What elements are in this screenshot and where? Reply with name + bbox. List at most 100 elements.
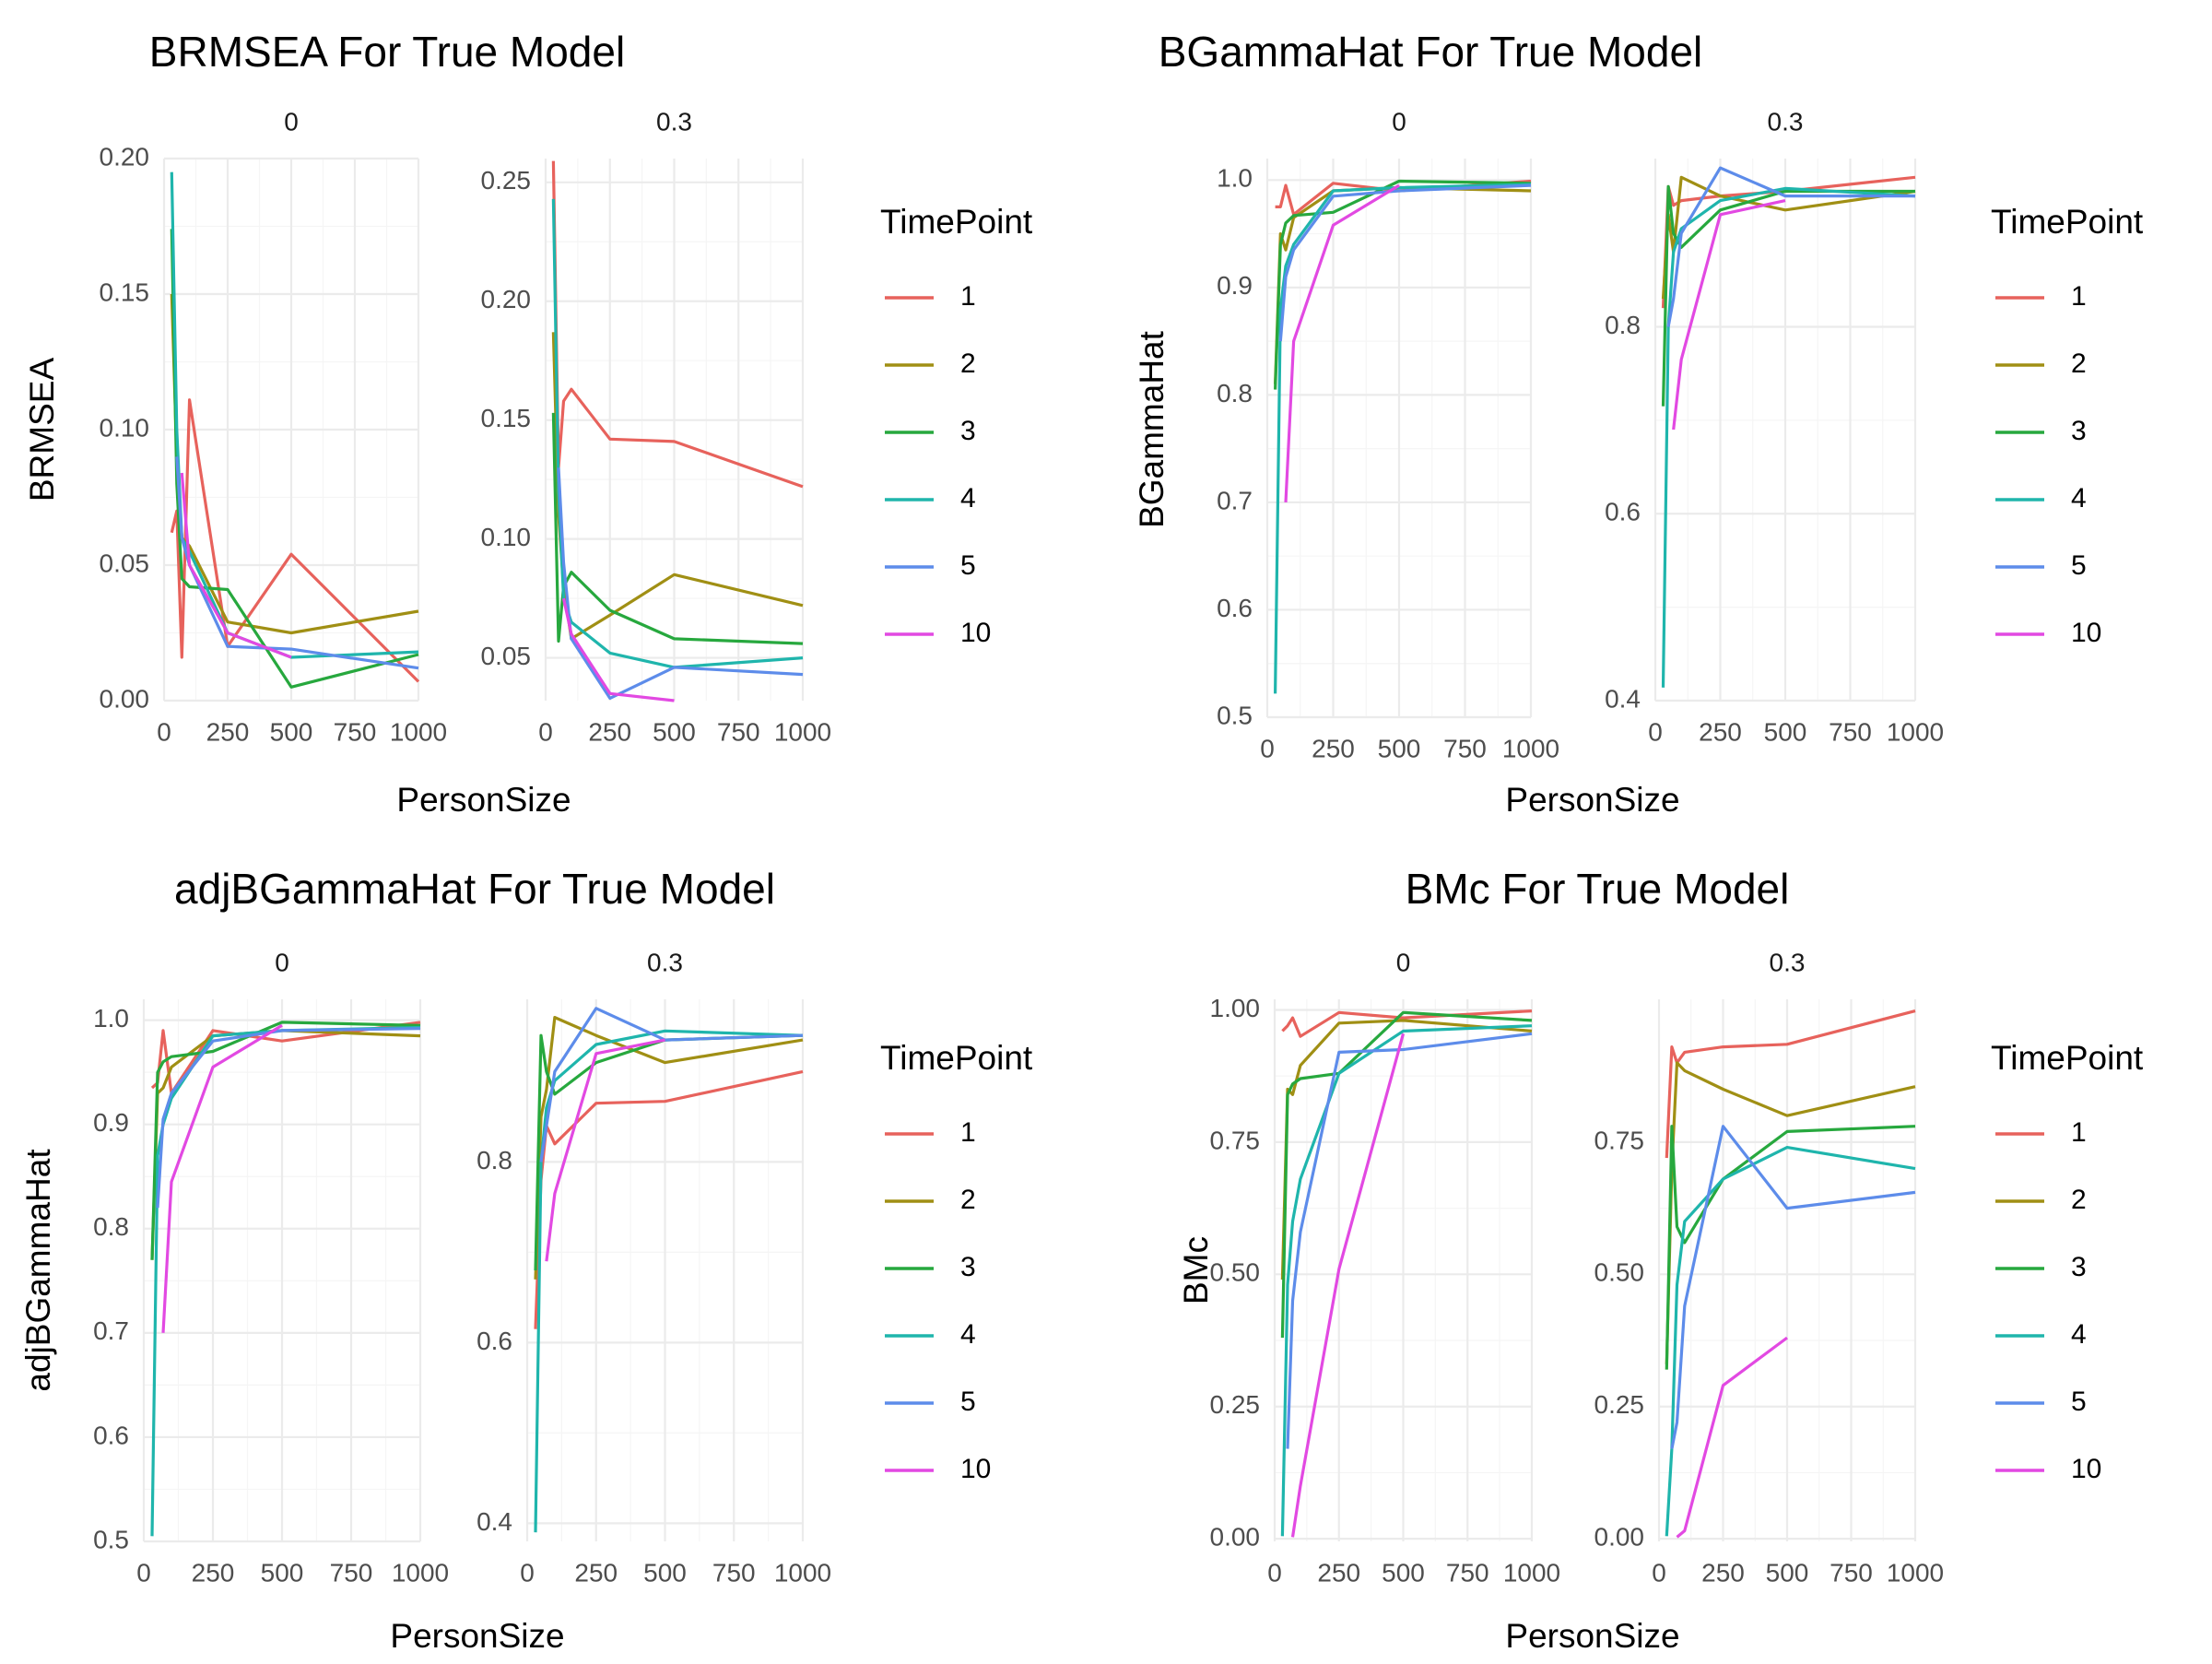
y-axis-label: adjBGammaHat [19,1149,57,1392]
x-tick-label: 1000 [392,1558,449,1587]
x-tick-label: 500 [1382,1558,1425,1587]
series-line-5 [1278,183,1532,342]
x-tick-label: 1000 [1502,734,1559,762]
series-line-2 [1280,1019,1533,1280]
y-tick-label: 0.10 [481,523,532,551]
facet-panel: 0.3 0.05 0.10 0.15 0.20 0.25 0 250 500 750 1000 [481,107,832,746]
legend-label: 4 [2071,483,2087,513]
x-tick-label: 750 [330,1558,373,1587]
x-tick-label: 750 [1829,717,1872,746]
x-tick-label: 0 [1267,1558,1282,1587]
x-tick-label: 1000 [1503,1558,1560,1587]
series-line-3 [1661,184,1915,407]
y-tick-label: 0.8 [93,1212,129,1241]
y-tick-label: 0.75 [1594,1126,1645,1154]
legend-label: 2 [2071,348,2087,379]
x-tick-label: 0 [1652,1558,1666,1587]
series-line-1 [1281,1009,1533,1038]
facet-strip-label: 0.3 [1770,948,1806,976]
x-axis-label: PersonSize [1505,1617,1679,1655]
y-tick-label: 0.9 [1217,271,1253,300]
legend-title: TimePoint [880,1039,1033,1077]
x-tick-label: 500 [653,717,696,746]
x-tick-label: 750 [712,1558,756,1587]
series-line-4 [150,1025,421,1537]
x-axis-label: PersonSize [396,781,571,819]
series-line-3 [1665,1125,1916,1370]
legend-label: 10 [960,1454,991,1484]
x-tick-label: 500 [261,1558,304,1587]
y-tick-label: 0.8 [1605,311,1641,339]
y-tick-label: 0.6 [477,1327,512,1355]
legend-label: 5 [960,550,976,581]
series-line-4 [1274,183,1532,694]
y-axis-label: BMc [1177,1236,1215,1304]
series-line-10 [161,1023,283,1333]
y-tick-label: 0.6 [93,1421,129,1449]
y-tick-label: 0.00 [100,684,150,713]
y-tick-label: 0.15 [481,404,532,432]
y-axis-label: BRMSEA [23,358,61,502]
chart-title: BRMSEA For True Model [149,28,625,76]
series-line-5 [1666,166,1915,327]
series-line-2 [534,1015,804,1280]
x-tick-label: 500 [1378,734,1421,762]
series-line-4 [1661,186,1916,688]
y-tick-label: 0.4 [477,1507,512,1536]
y-tick-label: 0.5 [1217,701,1253,729]
series-line-5 [539,1007,804,1162]
y-tick-label: 0.00 [1210,1523,1261,1552]
series-line-4 [534,1029,804,1533]
legend-label: 10 [960,618,991,648]
legend: TimePoint 1 2 3 4 5 10 [880,1039,1033,1484]
y-tick-label: 0.05 [481,642,532,670]
y-tick-label: 0.05 [100,549,150,577]
y-tick-label: 0.20 [100,142,150,171]
series-line-5 [156,1027,421,1209]
chart-panel: BRMSEA For True Model BRMSEA PersonSize 0 0.… [23,28,1033,819]
x-tick-label: 1000 [1887,717,1944,746]
x-tick-label: 500 [643,1558,687,1587]
series-line-4 [1280,1024,1533,1537]
series-line-5 [557,467,804,701]
facet-strip-label: 0.3 [656,107,692,136]
x-tick-label: 250 [206,717,250,746]
x-tick-label: 250 [1312,734,1355,762]
x-tick-label: 500 [270,717,313,746]
facet-strip-label: 0 [1392,107,1406,136]
legend-label: 1 [2071,1117,2087,1148]
legend-label: 1 [960,1117,976,1148]
facet-strip-label: 0.3 [1768,107,1804,136]
series-line-3 [534,1033,804,1271]
y-tick-label: 1.0 [93,1004,129,1033]
x-tick-label: 250 [1699,717,1742,746]
chart-panel: BMc For True ModelBMcPersonSize00.000.25… [1177,865,2144,1655]
chart-title: BMc For True Model [1406,865,1790,913]
x-tick-label: 1000 [390,717,447,746]
legend-label: 1 [2071,281,2087,312]
legend-label: 3 [960,1252,976,1282]
facet-strip-label: 0 [284,107,299,136]
series-line-5 [1670,1125,1916,1449]
x-tick-label: 0 [520,1558,535,1587]
y-tick-label: 0.50 [1594,1258,1645,1287]
x-tick-label: 500 [1766,1558,1809,1587]
facet-strip-label: 0.3 [647,948,683,976]
chart-title: adjBGammaHat For True Model [174,865,775,913]
facet-panel: 00.000.050.100.150.200 250 500 750 1000 [100,107,448,746]
chart-panel: BGammaHat For True Model BGammaHat PersonS… [1133,28,2144,819]
x-tick-label: 250 [574,1558,618,1587]
legend-label: 3 [960,416,976,446]
y-tick-label: 1.0 [1217,164,1253,193]
legend-label: 3 [2071,416,2087,446]
y-tick-label: 0.00 [1594,1523,1645,1552]
x-tick-label: 1000 [774,1558,831,1587]
chart-title: BGammaHat For True Model [1159,28,1703,76]
facet-panel: 00.50.60.70.80.91.00 250 500 750 1000 [93,948,449,1587]
series-line-10 [1676,1336,1788,1539]
y-tick-label: 0.4 [1605,684,1641,713]
series-line-2 [170,293,419,635]
legend-label: 5 [960,1387,976,1417]
